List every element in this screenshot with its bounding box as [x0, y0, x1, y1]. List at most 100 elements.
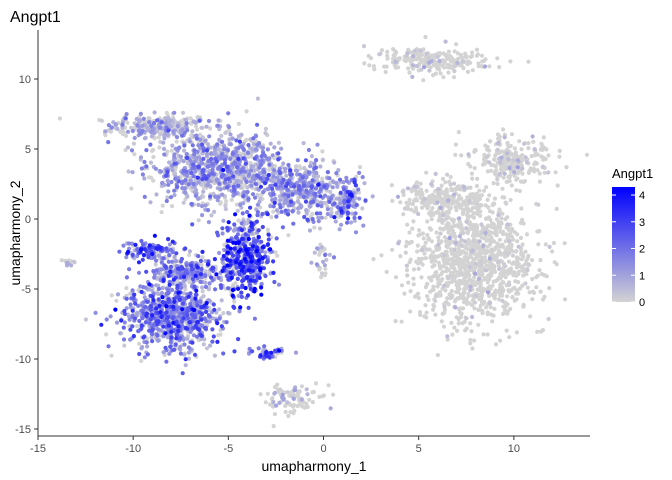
- cell-point: [316, 219, 321, 224]
- cell-point: [191, 333, 196, 338]
- cell-point: [550, 249, 555, 254]
- cell-point: [245, 209, 250, 215]
- cell-point: [441, 75, 446, 80]
- cell-point: [468, 185, 473, 190]
- cell-point: [156, 327, 161, 332]
- cell-point: [489, 247, 494, 252]
- cell-point: [453, 142, 458, 147]
- cell-point: [170, 143, 175, 148]
- cell-point: [290, 209, 295, 214]
- cell-point: [239, 294, 244, 299]
- cell-point: [192, 315, 197, 320]
- cell-point: [304, 387, 309, 392]
- cell-point: [193, 120, 199, 125]
- cell-point: [272, 412, 277, 417]
- cell-point: [478, 262, 483, 267]
- cell-point: [301, 141, 306, 146]
- cell-point: [455, 60, 460, 65]
- cell-point: [104, 332, 109, 337]
- cell-point: [425, 232, 430, 238]
- cell-point: [263, 400, 268, 405]
- cell-point: [281, 161, 286, 166]
- cell-point: [59, 258, 64, 263]
- cell-point: [320, 259, 326, 264]
- cell-point: [484, 185, 489, 190]
- cell-point: [198, 279, 203, 284]
- cell-point: [104, 317, 109, 322]
- cell-point: [188, 120, 193, 126]
- cell-point: [235, 208, 240, 213]
- cell-point: [524, 160, 530, 165]
- cell-point: [230, 151, 235, 156]
- cell-point: [221, 172, 226, 177]
- cell-point: [144, 148, 149, 153]
- cell-point: [241, 147, 246, 152]
- cell-point: [456, 130, 461, 135]
- cell-point: [497, 65, 502, 70]
- cell-point: [182, 186, 187, 191]
- cell-point: [490, 210, 495, 215]
- cell-point: [316, 215, 321, 220]
- cell-point: [409, 207, 414, 212]
- cell-point: [278, 205, 283, 210]
- cell-point: [437, 192, 442, 197]
- cell-point: [538, 258, 543, 263]
- cell-point: [247, 172, 252, 177]
- cell-point: [274, 403, 279, 408]
- cell-point: [512, 170, 517, 175]
- cell-point: [500, 279, 505, 284]
- cell-point: [478, 202, 483, 207]
- cell-point: [459, 237, 464, 242]
- cell-point: [526, 262, 531, 267]
- cell-point: [164, 125, 169, 130]
- cell-point: [404, 200, 409, 205]
- cell-point: [186, 345, 191, 350]
- cell-point: [166, 259, 171, 264]
- cell-point: [537, 268, 542, 273]
- cell-point: [475, 208, 481, 213]
- cell-point: [168, 264, 174, 269]
- cell-point: [323, 252, 328, 258]
- cell-point: [507, 166, 512, 171]
- cell-point: [272, 279, 277, 285]
- cell-point: [141, 116, 146, 121]
- cell-point: [440, 311, 445, 316]
- cell-point: [306, 170, 311, 175]
- cell-point: [313, 165, 319, 170]
- cell-point: [204, 346, 210, 351]
- cell-point: [190, 129, 195, 134]
- cell-point: [485, 312, 490, 317]
- cell-point: [422, 203, 427, 208]
- cell-point: [433, 258, 438, 263]
- cell-point: [193, 193, 198, 198]
- cell-point: [203, 203, 208, 208]
- cell-point: [487, 233, 492, 238]
- cell-point: [153, 262, 158, 267]
- cell-point: [311, 389, 316, 395]
- cell-point: [274, 175, 280, 180]
- cell-point: [520, 157, 525, 163]
- cell-point: [435, 54, 440, 60]
- cell-point: [493, 164, 498, 169]
- cell-point: [189, 201, 194, 207]
- cell-point: [439, 217, 444, 222]
- cell-point: [132, 135, 137, 141]
- cell-point: [280, 225, 285, 230]
- cell-point: [535, 329, 540, 334]
- cell-point: [433, 171, 438, 176]
- cell-point: [155, 333, 160, 338]
- cell-point: [487, 293, 492, 298]
- cell-point: [189, 170, 194, 175]
- cell-point: [234, 169, 239, 174]
- cell-point: [428, 289, 433, 294]
- cell-point: [458, 223, 464, 229]
- cell-point: [139, 358, 144, 363]
- cell-point: [475, 176, 480, 181]
- cell-point: [525, 285, 531, 290]
- cell-point: [410, 74, 415, 79]
- cell-point: [344, 175, 349, 180]
- cell-point: [530, 258, 535, 263]
- cell-point: [211, 302, 216, 307]
- cell-point: [186, 356, 192, 361]
- cell-point: [334, 210, 339, 216]
